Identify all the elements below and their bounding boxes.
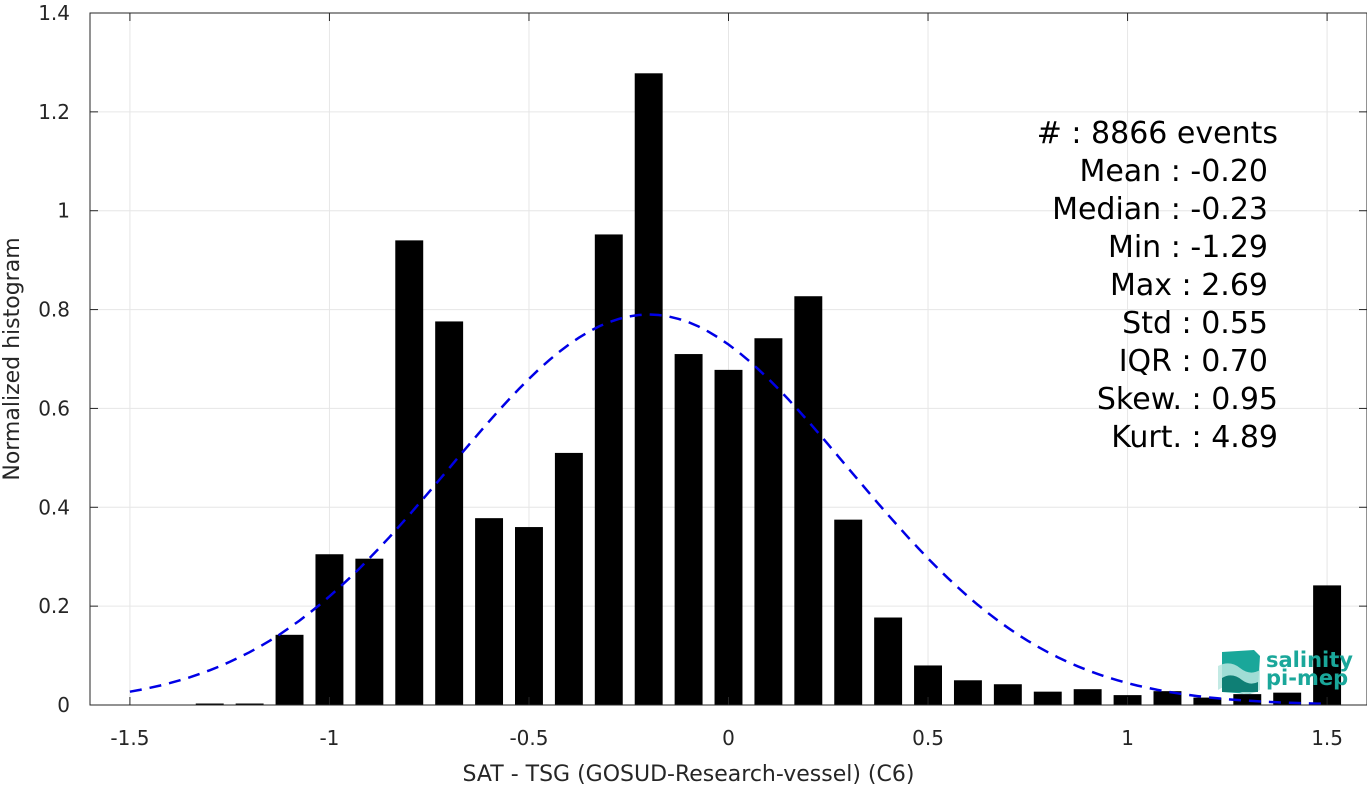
histogram-bar-24 bbox=[1153, 691, 1182, 705]
x-tick-label-1: -1 bbox=[319, 726, 339, 750]
x-tick-label-3: 0 bbox=[722, 726, 735, 750]
histogram-bar-6 bbox=[435, 321, 464, 705]
histogram-bar-7 bbox=[475, 518, 504, 705]
histogram-bar-21 bbox=[1033, 691, 1062, 705]
stat-iqr: IQR : 0.70 bbox=[1119, 344, 1268, 379]
x-tick-label-5: 1 bbox=[1121, 726, 1134, 750]
stat-max: Max : 2.69 bbox=[1110, 268, 1268, 303]
y-tick-label-5: 1 bbox=[57, 199, 70, 223]
y-tick-label-2: 0.4 bbox=[38, 495, 70, 519]
histogram-bar-2 bbox=[275, 634, 304, 705]
histogram-bar-1 bbox=[235, 703, 264, 705]
histogram-bar-22 bbox=[1073, 689, 1102, 705]
bars bbox=[195, 73, 1342, 705]
stat-median: Median : -0.23 bbox=[1052, 192, 1268, 227]
x-tick-label-6: 1.5 bbox=[1311, 726, 1343, 750]
x-tick-label-0: -1.5 bbox=[110, 726, 149, 750]
y-tick-label-0: 0 bbox=[57, 693, 70, 717]
y-tick-label-7: 1.4 bbox=[38, 1, 70, 25]
stat-events: # : 8866 events bbox=[1037, 116, 1278, 151]
logo-mark-icon bbox=[1218, 650, 1260, 694]
histogram-bar-13 bbox=[714, 369, 743, 705]
x-axis-label: SAT - TSG (GOSUD-Research-vessel) (C6) bbox=[463, 762, 915, 785]
y-tick-label-1: 0.2 bbox=[38, 594, 70, 618]
logo-text-salinity: salinity bbox=[1266, 648, 1353, 672]
histogram-bar-8 bbox=[515, 527, 543, 705]
y-axis-label: Normalized histogram bbox=[0, 237, 25, 480]
histogram-bar-16 bbox=[834, 519, 863, 705]
histogram-bar-5 bbox=[395, 240, 424, 705]
histogram-bar-9 bbox=[554, 452, 583, 705]
stat-kurt: Kurt. : 4.89 bbox=[1111, 420, 1278, 455]
grid bbox=[90, 12, 1367, 706]
logo-text-pimep: pi-mep bbox=[1266, 666, 1348, 690]
histogram-bar-4 bbox=[355, 558, 384, 705]
histogram-bar-28 bbox=[1313, 585, 1342, 705]
histogram-bar-17 bbox=[874, 617, 903, 705]
histogram-bar-3 bbox=[315, 554, 344, 705]
stat-mean: Mean : -0.20 bbox=[1079, 154, 1268, 189]
histogram-bar-12 bbox=[674, 354, 703, 705]
stat-skew: Skew. : 0.95 bbox=[1097, 382, 1278, 417]
y-tick-label-4: 0.8 bbox=[38, 298, 70, 322]
salinity-pimep-logo: salinity pi-mep bbox=[1218, 648, 1353, 694]
histogram-bar-0 bbox=[195, 703, 224, 705]
gaussian-fit-curve bbox=[129, 313, 1328, 706]
histogram-bar-14 bbox=[754, 338, 783, 705]
stat-std: Std : 0.55 bbox=[1122, 306, 1268, 341]
histogram-bar-26 bbox=[1233, 694, 1262, 705]
histogram-bar-11 bbox=[634, 73, 663, 705]
stat-min: Min : -1.29 bbox=[1108, 230, 1268, 265]
histogram-bar-10 bbox=[594, 234, 623, 705]
histogram-bar-19 bbox=[953, 680, 982, 705]
histogram-bar-15 bbox=[794, 296, 823, 705]
y-tick-label-3: 0.6 bbox=[38, 396, 70, 420]
statistics-box: # : 8866 events Mean : -0.20 Median : -0… bbox=[1037, 116, 1278, 455]
y-tick-label-6: 1.2 bbox=[38, 100, 70, 124]
axis-ticks: -1.5 -1 -0.5 0 0.5 1 1.5 0 0.2 0.4 0.6 0.8 1 1.2 1.4 bbox=[38, 1, 1367, 750]
histogram-bar-20 bbox=[993, 684, 1022, 705]
x-tick-label-4: 0.5 bbox=[912, 726, 944, 750]
x-tick-label-2: -0.5 bbox=[509, 726, 548, 750]
histogram-bar-25 bbox=[1193, 697, 1222, 705]
